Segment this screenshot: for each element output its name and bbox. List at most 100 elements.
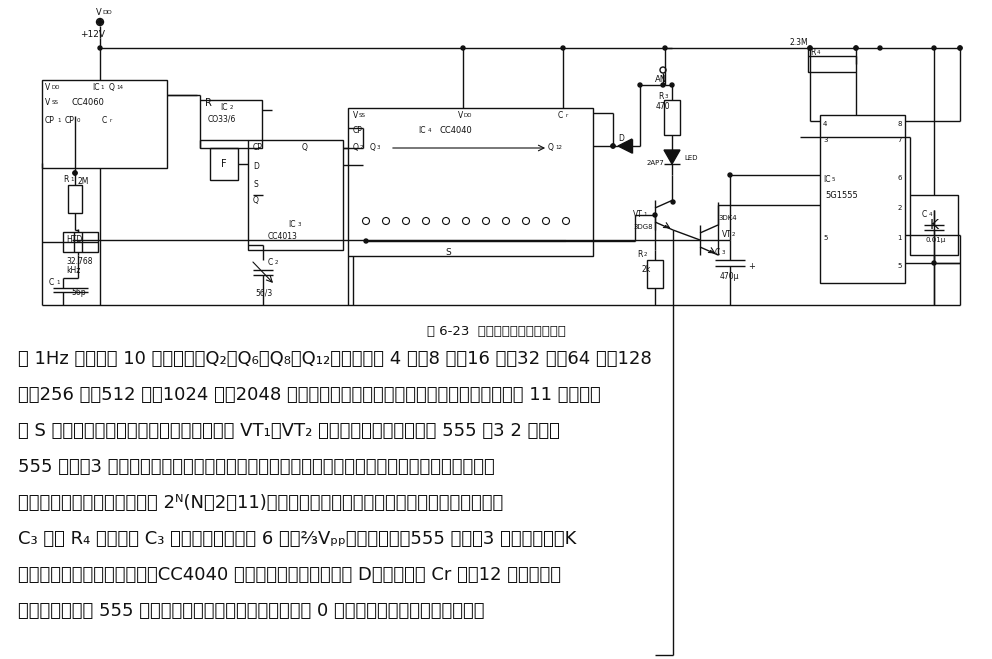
Text: 3: 3	[298, 222, 302, 227]
Circle shape	[728, 173, 732, 177]
Text: C: C	[922, 210, 928, 219]
Text: DD: DD	[52, 85, 61, 90]
Text: V: V	[45, 98, 51, 107]
Text: 12: 12	[555, 145, 562, 150]
Circle shape	[808, 46, 812, 50]
Text: R: R	[637, 250, 643, 259]
Text: 2: 2	[898, 205, 902, 211]
Text: HTD: HTD	[66, 235, 82, 244]
Text: 3: 3	[722, 250, 725, 255]
Circle shape	[670, 83, 674, 87]
Text: IC: IC	[418, 126, 426, 135]
Circle shape	[364, 239, 368, 243]
Text: K: K	[930, 218, 938, 232]
Text: 0: 0	[77, 118, 80, 123]
Text: 关 S 将相应的定时阶跃电平引出，一路加至 VT₁、VT₂ 放大器，加到单稳触发器 555 的3 2 脚，使: 关 S 将相应的定时阶跃电平引出，一路加至 VT₁、VT₂ 放大器，加到单稳触发…	[18, 422, 559, 440]
Text: IC: IC	[288, 220, 296, 229]
Text: 之处在于它的工作程序：等待 2ᴺ(N＝2～11)秒后，继电器吸合，负载才接通工作。之后，由于: 之处在于它的工作程序：等待 2ᴺ(N＝2～11)秒后，继电器吸合，负载才接通工作…	[18, 494, 503, 512]
Text: 2: 2	[275, 260, 279, 265]
Text: 释放，负载断电，停止工作。CC4040 的输出，另一路经二极管 D，加至清零 Cr 端（12 脚），对定: 释放，负载断电，停止工作。CC4040 的输出，另一路经二极管 D，加至清零 C…	[18, 566, 561, 584]
Circle shape	[854, 46, 858, 50]
Text: 0.01μ: 0.01μ	[926, 237, 946, 243]
Bar	[808, 56, 856, 72]
Text: S: S	[253, 180, 258, 189]
Text: D: D	[618, 134, 624, 143]
Text: 470: 470	[656, 102, 671, 111]
Text: 2k: 2k	[641, 265, 650, 274]
Circle shape	[958, 46, 962, 50]
Text: kHz: kHz	[66, 266, 80, 275]
Text: 56p: 56p	[71, 288, 85, 297]
Bar	[647, 260, 663, 288]
Text: V: V	[45, 83, 51, 92]
Text: C: C	[268, 258, 273, 267]
Bar	[910, 195, 958, 255]
Text: 56/3: 56/3	[255, 288, 272, 297]
Text: 4: 4	[823, 121, 827, 127]
Text: C: C	[102, 116, 107, 125]
Text: 图 6-23  精密数字定时控制器电路: 图 6-23 精密数字定时控制器电路	[427, 325, 565, 338]
Text: R: R	[63, 175, 68, 184]
Circle shape	[98, 46, 102, 50]
Text: R: R	[204, 98, 211, 108]
Text: SS: SS	[359, 113, 366, 118]
Circle shape	[653, 213, 657, 217]
Text: CP: CP	[65, 116, 74, 125]
Bar	[820, 115, 905, 283]
Bar	[42, 80, 167, 168]
Text: 1: 1	[100, 85, 103, 90]
Text: 3: 3	[823, 137, 827, 143]
Text: F: F	[221, 159, 227, 169]
Circle shape	[878, 46, 882, 50]
Bar	[63, 232, 98, 252]
Polygon shape	[618, 139, 632, 153]
Text: 5: 5	[823, 235, 827, 241]
Text: 5: 5	[832, 177, 835, 182]
Circle shape	[73, 171, 77, 175]
Text: 2: 2	[360, 145, 363, 150]
Circle shape	[932, 46, 936, 50]
Circle shape	[73, 171, 77, 175]
Text: 2: 2	[732, 232, 735, 237]
Text: 1: 1	[57, 118, 61, 123]
Circle shape	[638, 83, 642, 87]
Circle shape	[661, 83, 665, 87]
Text: 8: 8	[898, 121, 902, 127]
Text: D: D	[253, 162, 259, 171]
Text: r: r	[565, 113, 567, 118]
Text: V: V	[353, 111, 358, 120]
Text: IC: IC	[220, 103, 227, 112]
Text: CC4060: CC4060	[72, 98, 105, 107]
Text: 6: 6	[898, 175, 902, 181]
Text: V: V	[458, 111, 463, 120]
Text: DD: DD	[464, 113, 472, 118]
Text: 14: 14	[116, 85, 123, 90]
Circle shape	[663, 46, 667, 50]
Text: V: V	[96, 8, 102, 17]
Text: VT: VT	[633, 210, 643, 219]
Text: CP: CP	[253, 143, 263, 152]
Text: 2M: 2M	[78, 177, 89, 186]
Text: R: R	[658, 92, 664, 101]
Text: Q: Q	[303, 143, 308, 152]
Text: C: C	[558, 111, 563, 120]
Text: 2.3M: 2.3M	[790, 38, 808, 47]
Bar	[348, 108, 593, 256]
Circle shape	[561, 46, 565, 50]
Text: 时器清零，即在 555 输出高电平、接通负载的同时，又从 0 开始计数，进行下一轮的定时。: 时器清零，即在 555 输出高电平、接通负载的同时，又从 0 开始计数，进行下一…	[18, 602, 484, 620]
Bar	[664, 100, 680, 135]
Text: LED: LED	[684, 155, 697, 161]
Bar	[68, 185, 82, 213]
Text: 1: 1	[70, 177, 73, 182]
Text: AN: AN	[655, 75, 668, 84]
Circle shape	[808, 46, 812, 50]
Text: IC: IC	[92, 83, 99, 92]
Circle shape	[97, 20, 102, 24]
Text: 为 1Hz 时，它的 10 个引出端：Q₂～Q₆、Q₈～Q₁₂可分别输出 4 秒、8 秒、16 秒、32 秒、64 秒、128: 为 1Hz 时，它的 10 个引出端：Q₂～Q₆、Q₈～Q₁₂可分别输出 4 秒…	[18, 350, 652, 368]
Text: Q: Q	[253, 196, 259, 205]
Text: 2AP7: 2AP7	[647, 160, 665, 166]
Text: 3DG8: 3DG8	[633, 224, 653, 230]
Text: 3DK4: 3DK4	[718, 215, 737, 221]
Text: Q: Q	[353, 143, 359, 152]
Circle shape	[611, 144, 615, 148]
